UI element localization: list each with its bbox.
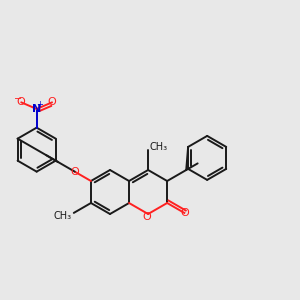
Text: O: O <box>48 97 56 107</box>
Text: −: − <box>14 94 22 104</box>
Text: O: O <box>70 167 79 177</box>
Text: O: O <box>17 97 26 107</box>
Text: O: O <box>143 212 152 222</box>
Text: CH₃: CH₃ <box>149 142 167 152</box>
Text: O: O <box>180 208 189 218</box>
Text: N: N <box>32 104 41 114</box>
Text: CH₃: CH₃ <box>54 211 72 221</box>
Text: +: + <box>36 100 43 109</box>
